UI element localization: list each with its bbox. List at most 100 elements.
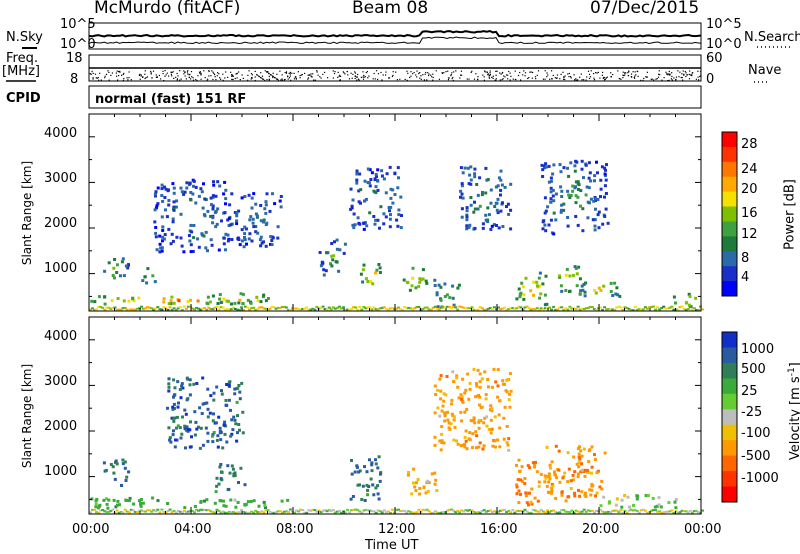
heatmap-cell [351, 223, 355, 227]
nave-dot [385, 71, 387, 73]
heatmap-cell [237, 423, 241, 426]
heatmap-cell [131, 296, 135, 300]
colorbar-segment [722, 378, 737, 395]
heatmap-cell [103, 510, 107, 513]
heatmap-cell [154, 226, 158, 229]
heatmap-cell [601, 308, 604, 311]
heatmap-cell [484, 397, 488, 401]
heatmap-cell [365, 483, 369, 487]
heatmap-cell [193, 433, 197, 437]
heatmap-cell [547, 223, 551, 227]
heatmap-cell [241, 410, 245, 414]
heatmap-cell [426, 479, 430, 483]
nave-dot [299, 75, 301, 77]
heatmap-cell [460, 184, 464, 188]
heatmap-cell [189, 223, 193, 227]
heatmap-cell [603, 172, 607, 176]
heatmap-cell [115, 271, 119, 274]
heatmap-cell [269, 235, 273, 239]
heatmap-cell [548, 477, 552, 481]
nave-dot [419, 77, 421, 79]
heatmap-cell [490, 307, 494, 310]
nave-dot [575, 79, 577, 81]
nave-dot [507, 74, 509, 76]
heatmap-cell [176, 380, 180, 384]
heatmap-cell [257, 504, 261, 508]
nave-dot [645, 76, 647, 78]
heatmap-cell [603, 511, 607, 514]
heatmap-cell [435, 291, 439, 295]
heatmap-cell [377, 455, 381, 459]
heatmap-cell [611, 294, 615, 297]
nave-dot [227, 76, 229, 78]
heatmap-cell [263, 503, 267, 507]
heatmap-cell [421, 277, 425, 281]
heatmap-cell [156, 508, 160, 511]
heatmap-cell [635, 497, 639, 501]
heatmap-cell [213, 211, 217, 214]
heatmap-cell [599, 178, 603, 182]
heatmap-cell [541, 220, 545, 224]
noise-search-line [88, 36, 702, 45]
heatmap-cell [276, 306, 280, 309]
heatmap-cell [469, 419, 473, 423]
heatmap-cell [202, 234, 206, 238]
nave-dot [667, 80, 669, 82]
heatmap-cell [549, 218, 553, 222]
nave-dot [586, 76, 588, 78]
heatmap-cell [560, 509, 564, 511]
heatmap-cell [235, 511, 239, 514]
heatmap-cell [519, 291, 523, 295]
heatmap-cell [350, 459, 353, 462]
heatmap-cell [571, 478, 575, 482]
heatmap-cell [205, 308, 209, 311]
heatmap-cell [577, 183, 581, 187]
heatmap-cell [549, 179, 553, 183]
nave-dot [268, 79, 270, 81]
heatmap-cell [357, 189, 361, 193]
heatmap-cell [566, 224, 570, 228]
heatmap-cell [325, 308, 329, 311]
heatmap-cell [268, 209, 272, 213]
nave-dot [410, 75, 412, 77]
heatmap-cell [188, 383, 192, 387]
power-cbar-tick-4: 4 [741, 270, 750, 285]
heatmap-cell [686, 308, 690, 310]
heatmap-cell [177, 299, 181, 303]
heatmap-cell [169, 302, 173, 306]
heatmap-cell [537, 484, 541, 488]
heatmap-cell [459, 444, 463, 448]
nave-dot [684, 70, 686, 73]
heatmap-cell [374, 458, 377, 462]
nave-dot [254, 70, 256, 72]
nave-dot [350, 72, 352, 74]
nave-dot [431, 76, 433, 78]
nave-dot [628, 71, 630, 73]
heatmap-cell [280, 306, 284, 308]
heatmap-cell [358, 172, 362, 176]
nave-dot [236, 73, 238, 75]
nave-dot [691, 74, 693, 76]
heatmap-cell [128, 496, 132, 500]
heatmap-cell [168, 306, 172, 309]
heatmap-cell [476, 308, 480, 311]
heatmap-cell [264, 223, 268, 227]
heatmap-cell [235, 211, 239, 215]
heatmap-cell [160, 187, 164, 191]
heatmap-cell [425, 281, 429, 285]
nave-dot [675, 79, 677, 81]
nave-dot [354, 71, 356, 73]
heatmap-cell [489, 188, 493, 192]
heatmap-cell [98, 503, 102, 507]
heatmap-cell [662, 305, 666, 308]
nave-dot [312, 73, 314, 75]
nave-dot [496, 70, 498, 72]
nave-dot [299, 77, 301, 79]
heatmap-cell [237, 481, 240, 484]
heatmap-cell [594, 509, 598, 512]
heatmap-cell [478, 441, 482, 445]
heatmap-cell [488, 307, 492, 309]
heatmap-cell [264, 509, 268, 512]
nave-dot [238, 71, 240, 73]
heatmap-cell [109, 307, 113, 310]
